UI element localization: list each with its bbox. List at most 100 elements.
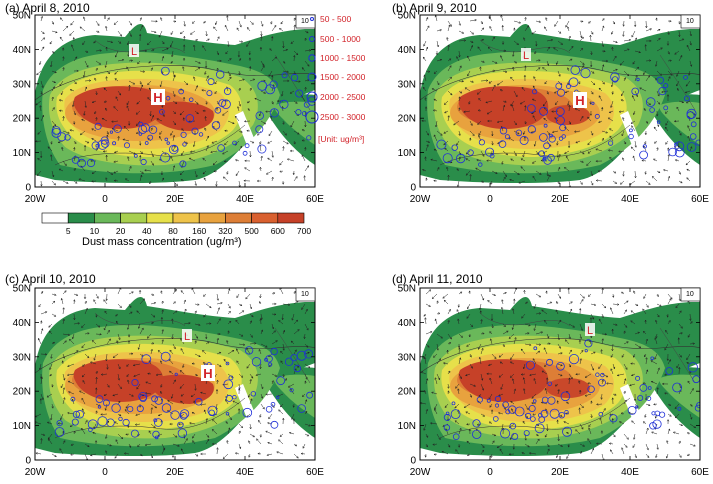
lat-tick-label: 40N [398,45,416,56]
map-panel-d: (d) April 11, 2010 HL 0 10N 20N 30N 40N 50N 20… [392,272,709,478]
colorbar-swatch [120,212,148,224]
legend-item: 50 - 500 [310,14,351,24]
svg-text:500 - 1000: 500 - 1000 [320,34,361,44]
lat-tick-label: 50N [398,284,416,295]
svg-text:50 - 500: 50 - 500 [320,14,351,24]
lat-tick-label: 40N [13,45,31,56]
lat-tick-label: 10N [398,421,416,432]
colorbar-tick-label: 20 [116,226,126,236]
colorbar-swatch [198,212,226,224]
colorbar-tick-label: 5 [66,226,71,236]
legend-unit: [Unit: ug/m³] [318,134,364,144]
colorbar-tick-label: 600 [271,226,285,236]
lon-tick-label: 0 [487,467,493,478]
lat-tick-label: 20N [398,387,416,398]
lon-tick-label: 20E [551,194,569,205]
vector-ref-d: 10 [686,291,694,298]
panel-title-b: (b) April 9, 2010 [392,1,477,15]
lat-tick-label: 0 [410,456,416,467]
lon-tick-label: 40E [236,467,254,478]
lon-tick-label: 60E [306,194,324,205]
panel-title-a: (a) April 8, 2010 [5,1,90,15]
high-pressure-marker: H [201,365,215,381]
low-pressure-marker: L [182,329,192,343]
colorbar-tick-label: 160 [192,226,206,236]
colorbar-tick-label: 10 [90,226,100,236]
colorbar-tick-label: 500 [245,226,259,236]
lat-tick-label: 40N [13,318,31,329]
lon-tick-label: 20W [410,467,431,478]
svg-text:L: L [587,325,593,337]
colorbar-tick-label: 40 [142,226,152,236]
colorbar-label: Dust mass concentration (ug/m³) [82,236,242,248]
legend-item: 2000 - 2500 [306,91,366,103]
svg-text:L: L [184,331,190,343]
low-pressure-marker: L [585,323,595,337]
svg-text:H: H [203,366,212,381]
svg-text:H: H [575,93,584,108]
colorbar-swatch [146,212,174,224]
lat-tick-label: 0 [410,183,416,194]
lat-tick-label: 0 [25,456,31,467]
colorbar-swatch [94,212,121,224]
colorbar-swatch [277,212,305,224]
colorbar-tick-label: 320 [218,226,232,236]
lon-tick-label: 20E [166,467,184,478]
panel-title-d: (d) April 11, 2010 [392,272,483,286]
lon-tick-label: 20E [551,467,569,478]
lon-tick-label: 0 [487,194,493,205]
legend-item: 1000 - 1500 [308,53,366,63]
colorbar: 5 10 20 40 80 160 320 500 600 700 Dust mass conce… [41,212,311,248]
lat-tick-label: 0 [25,183,31,194]
lat-tick-label: 30N [398,352,416,363]
high-pressure-marker: H [573,92,587,108]
lat-tick-label: 50N [398,11,416,22]
lat-tick-label: 20N [398,114,416,125]
lon-tick-label: 40E [621,194,639,205]
lon-tick-label: 0 [102,467,108,478]
colorbar-swatch [172,212,200,224]
lat-tick-label: 40N [398,318,416,329]
map-panel-c: (c) April 10, 2010 HL 010N20N30N40N50N20… [5,272,324,478]
svg-text:H: H [153,90,162,105]
lat-tick-label: 10N [398,148,416,159]
svg-text:1500 - 2000: 1500 - 2000 [320,72,366,82]
vector-ref-a: 10 [301,18,309,25]
svg-text:1000 - 1500: 1000 - 1500 [320,53,366,63]
map-panel-a: (a) April 8, 2010 HL 010N20N30N40N50N20W… [5,1,324,205]
lat-tick-label: 30N [398,79,416,90]
map-area-b: HLH [420,15,700,187]
legend-item: 500 - 1000 [309,34,361,44]
map-area-d: HL [420,288,700,460]
lon-tick-label: 20W [25,194,46,205]
colorbar-swatch [225,212,252,224]
low-pressure-marker: L [521,48,531,62]
lon-tick-label: 40E [621,467,639,478]
low-pressure-marker: L [129,44,139,58]
svg-text:2500 - 3000: 2500 - 3000 [320,112,366,122]
vector-ref-b: 10 [686,18,694,25]
lon-tick-label: 60E [306,467,324,478]
colorbar-tick-label: 700 [297,226,311,236]
svg-text:L: L [131,46,137,58]
map-panel-b: (b) April 9, 2010 HLH 010N20N30N40N50N20… [392,1,709,205]
map-area-a: HL [35,15,315,187]
legend-item: 2500 - 3000 [305,110,366,124]
colorbar-tick-label: 80 [168,226,178,236]
lat-tick-label: 20N [13,387,31,398]
lat-tick-label: 50N [13,284,31,295]
lat-tick-label: 50N [13,11,31,22]
colorbar-swatch [67,212,95,224]
colorbar-swatch [251,212,279,224]
vector-ref-c: 10 [301,291,309,298]
lon-tick-label: 60E [691,194,709,205]
lon-tick-label: 0 [102,194,108,205]
station-legend: 50 - 500 500 - 1000 1000 - 1500 1500 - 2… [305,14,366,144]
panel-title-c: (c) April 10, 2010 [5,272,96,286]
colorbar-swatch [41,212,69,224]
lon-tick-label: 20W [25,467,46,478]
lon-tick-label: 20W [410,194,431,205]
lat-tick-label: 20N [13,114,31,125]
